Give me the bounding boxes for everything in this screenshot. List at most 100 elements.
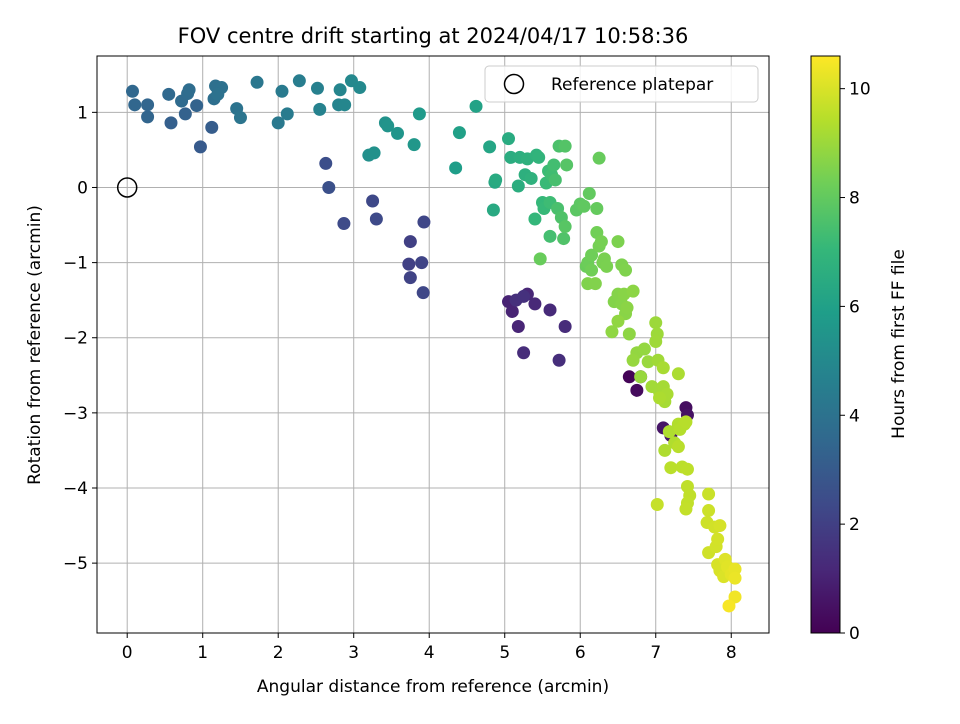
data-point: [517, 346, 531, 360]
x-tick-label: 6: [575, 643, 586, 663]
data-point: [486, 203, 500, 217]
data-point: [620, 301, 634, 315]
data-point: [333, 83, 347, 97]
data-point: [543, 229, 557, 243]
data-point: [543, 303, 557, 317]
data-point: [585, 248, 599, 262]
data-point: [164, 116, 178, 130]
data-point: [292, 74, 306, 88]
data-point: [337, 217, 351, 231]
data-point: [552, 353, 566, 367]
x-tick-label: 5: [499, 643, 510, 663]
data-point: [141, 98, 155, 112]
data-point: [141, 110, 155, 124]
colorbar-tick-label: 0: [849, 624, 860, 644]
data-point: [280, 107, 294, 121]
data-point: [417, 215, 431, 229]
data-point: [233, 111, 247, 125]
colorbar-tick-label: 10: [849, 80, 871, 100]
reference-marker: [116, 177, 138, 198]
data-point: [671, 440, 685, 454]
data-point: [713, 519, 727, 533]
data-point: [558, 139, 572, 153]
data-point: [588, 277, 602, 291]
data-point: [605, 325, 619, 339]
data-point: [193, 140, 207, 154]
data-point: [671, 367, 685, 381]
data-point: [483, 140, 497, 154]
data-point: [611, 314, 625, 328]
data-point: [626, 284, 640, 298]
data-point: [211, 87, 225, 101]
data-point: [412, 107, 426, 121]
data-point: [728, 571, 742, 585]
data-point: [626, 353, 640, 367]
data-point: [369, 212, 383, 226]
y-tick-label: −2: [63, 329, 88, 349]
data-point: [592, 151, 606, 165]
data-point: [560, 158, 574, 172]
colorbar-label: Hours from first FF file: [889, 249, 909, 439]
data-point: [322, 180, 336, 194]
data-point: [511, 179, 525, 193]
legend-box: [484, 65, 759, 103]
data-point: [381, 119, 395, 133]
colorbar-tick-label: 6: [849, 297, 860, 317]
data-point: [366, 194, 380, 208]
x-tick-label: 8: [726, 643, 737, 663]
data-point: [178, 107, 192, 121]
data-point: [650, 498, 664, 512]
data-point: [416, 286, 430, 300]
y-axis-ticks: 1 0 −1 −2 −3 −4 −5: [63, 103, 97, 574]
colorbar-tick-label: 4: [849, 406, 860, 426]
colorbar-tick-label: 8: [849, 189, 860, 209]
data-point: [702, 504, 716, 518]
data-point: [532, 150, 546, 164]
data-point: [641, 355, 655, 369]
data-point: [367, 146, 381, 160]
x-tick-label: 7: [650, 643, 661, 663]
data-point: [452, 126, 466, 140]
x-tick-label: 4: [424, 643, 435, 663]
data-point: [528, 297, 542, 311]
colorbar-tick-label: 2: [849, 515, 860, 535]
data-point: [489, 173, 503, 187]
data-point: [711, 532, 725, 546]
data-point: [585, 263, 599, 277]
data-point: [190, 99, 204, 113]
data-point: [511, 319, 525, 333]
y-tick-label: 0: [77, 178, 88, 198]
data-point: [600, 259, 614, 273]
data-point: [702, 487, 716, 501]
data-point: [533, 252, 547, 266]
data-point: [722, 599, 736, 613]
data-point: [582, 186, 596, 200]
x-axis-ticks: 0 1 2 3 4 5 6 7 8: [122, 633, 737, 663]
data-point: [449, 161, 463, 175]
data-point: [728, 562, 742, 576]
data-point: [502, 132, 516, 146]
y-tick-label: −4: [63, 479, 88, 499]
data-point: [656, 361, 670, 375]
data-point: [637, 342, 651, 356]
data-point: [524, 171, 538, 185]
data-point: [125, 84, 139, 98]
x-axis-label: Angular distance from reference (arcmin): [257, 677, 609, 697]
data-point: [338, 98, 352, 112]
colorbar-gradient: [810, 55, 841, 634]
plot-frame: [96, 55, 770, 634]
data-point: [662, 425, 676, 439]
x-tick-label: 1: [197, 643, 208, 663]
legend-label-reference: Reference platepar: [551, 75, 713, 95]
y-tick-label: 1: [77, 103, 88, 123]
data-point: [622, 327, 636, 341]
data-point: [415, 256, 429, 270]
data-point: [577, 199, 591, 213]
data-point: [679, 502, 693, 516]
data-point: [679, 415, 693, 429]
data-point: [403, 271, 417, 285]
data-point: [505, 304, 519, 318]
x-tick-label: 0: [122, 643, 133, 663]
